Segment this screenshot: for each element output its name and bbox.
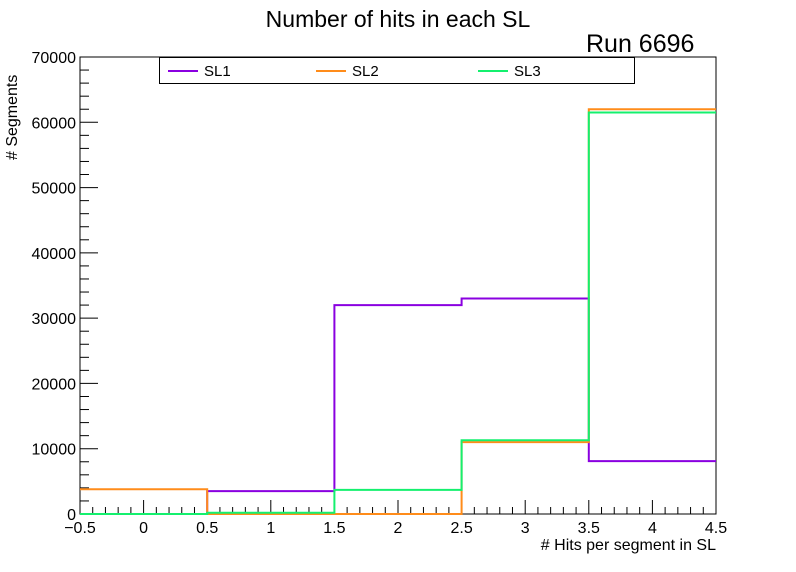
x-tick-label: 3.5: [578, 520, 600, 537]
y-axis: 0 10000 20000 30000 40000 50000 60000 70000: [32, 50, 98, 524]
legend-swatch: [478, 70, 508, 72]
legend-swatch: [316, 70, 346, 72]
legend-swatch: [168, 70, 198, 72]
y-tick-label: 70000: [32, 50, 77, 67]
x-axis: −0.5 0 0.5 1 1.5 2 2.5 3 3.5 4 4.5: [64, 500, 727, 537]
legend-label: SL2: [352, 62, 379, 80]
y-tick-label: 50000: [32, 181, 77, 198]
y-tick-label: 0: [67, 507, 76, 524]
y-axis-label: # Segments: [4, 74, 21, 160]
x-axis-label: # Hits per segment in SL: [540, 537, 716, 554]
run-label: Run 6696: [586, 30, 695, 58]
legend-entry-sl3: SL3: [478, 62, 541, 80]
x-tick-label: 1.5: [323, 520, 345, 537]
x-tick-label: 1: [266, 520, 275, 537]
chart-title: Number of hits in each SL: [265, 6, 531, 32]
x-tick-label: 4: [648, 520, 657, 537]
y-tick-label: 60000: [32, 115, 77, 132]
legend-entry-sl2: SL2: [316, 62, 379, 80]
legend: SL1 SL2 SL3: [159, 57, 635, 84]
plot-frame: [79, 56, 717, 515]
y-tick-label: 20000: [32, 376, 77, 393]
x-tick-label: −0.5: [64, 520, 96, 537]
x-tick-label: 4.5: [705, 520, 727, 537]
legend-label: SL1: [204, 62, 231, 80]
x-tick-label: 0: [139, 520, 148, 537]
series-layer: [80, 108, 716, 515]
series-sl1-line: [80, 297, 716, 515]
y-tick-label: 40000: [32, 246, 77, 263]
x-tick-label: 0.5: [196, 520, 218, 537]
y-tick-label: 30000: [32, 311, 77, 328]
y-tick-label: 10000: [32, 442, 77, 459]
legend-label: SL3: [514, 62, 541, 80]
series-sl2-line: [80, 108, 716, 515]
series-sl3-line: [80, 111, 716, 515]
legend-entry-sl1: SL1: [168, 62, 231, 80]
x-tick-label: 2.5: [450, 520, 472, 537]
x-tick-label: 3: [521, 520, 530, 537]
x-tick-label: 2: [394, 520, 403, 537]
